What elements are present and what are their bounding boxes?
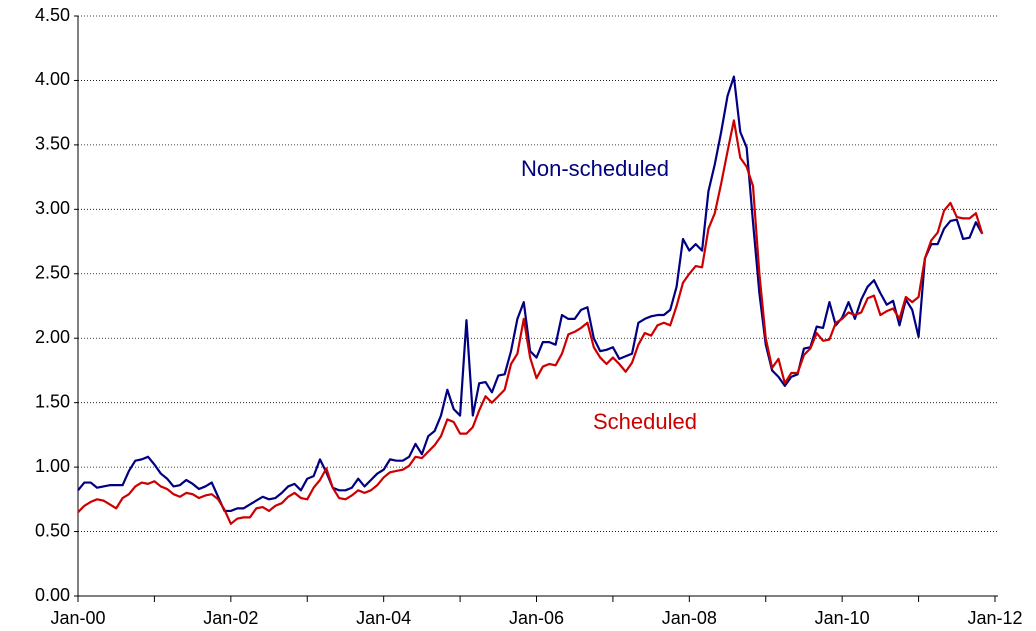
x-tick-label: Jan-08 — [662, 608, 717, 628]
y-tick-label: 2.50 — [35, 263, 70, 283]
y-tick-label: 0.50 — [35, 520, 70, 540]
y-tick-label: 1.50 — [35, 391, 70, 411]
series-label: Non-scheduled — [521, 156, 669, 181]
x-tick-label: Jan-10 — [815, 608, 870, 628]
y-tick-label: 3.00 — [35, 198, 70, 218]
y-tick-label: 4.00 — [35, 69, 70, 89]
y-tick-label: 0.00 — [35, 585, 70, 605]
x-tick-label: Jan-06 — [509, 608, 564, 628]
y-tick-label: 1.00 — [35, 456, 70, 476]
series-line — [77, 119, 984, 525]
x-tick-label: Jan-00 — [50, 608, 105, 628]
series-line — [77, 75, 984, 513]
y-tick-label: 4.50 — [35, 5, 70, 25]
x-tick-label: Jan-02 — [203, 608, 258, 628]
y-tick-label: 2.00 — [35, 327, 70, 347]
x-tick-label: Jan-04 — [356, 608, 411, 628]
series-label: Scheduled — [593, 409, 697, 434]
y-tick-label: 3.50 — [35, 134, 70, 154]
x-tick-label: Jan-12 — [967, 608, 1022, 628]
